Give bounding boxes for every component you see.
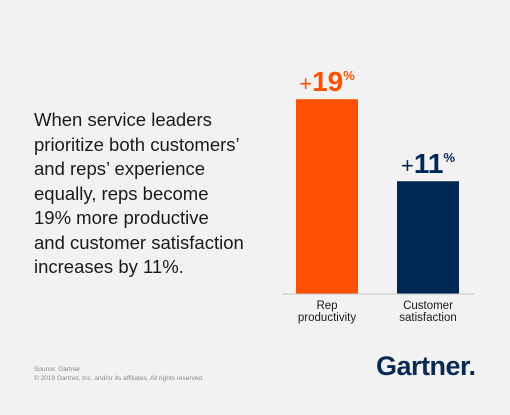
headline: When service leaders prioritize both cus… — [34, 108, 274, 280]
gartner-logo: Gartner. — [376, 351, 476, 382]
category-label-1-line-2: productivity — [298, 312, 356, 324]
bar-2 — [397, 181, 459, 294]
category-label-2-line-2: satisfaction — [399, 312, 457, 324]
logo-dot: . — [468, 351, 477, 381]
logo-text: Gartner — [376, 351, 469, 381]
copyright-text: © 2019 Gartner, Inc. and/or its affiliat… — [34, 374, 204, 382]
headline-line-6: and customer satisfaction — [34, 231, 244, 253]
headline-line-5: 19% more productive — [34, 207, 209, 228]
category-label-2-line-1: Customer — [403, 300, 453, 312]
data-label-1: +19% — [299, 66, 355, 97]
headline-line-3: and reps’ experience — [34, 158, 206, 179]
source-text: Source: Gartner — [34, 366, 81, 373]
source-note: Source: Gartner © 2019 Gartner, Inc. and… — [34, 366, 204, 383]
bar-1 — [296, 99, 358, 294]
category-label-1-line-1: Rep — [316, 300, 337, 312]
headline-line-7: increases by 11%. — [34, 256, 184, 277]
data-label-2: +11% — [401, 148, 455, 179]
headline-line-2: prioritize both customers’ — [34, 133, 240, 155]
headline-line-1: When service leaders — [34, 109, 212, 130]
headline-line-4: equally, reps become — [34, 182, 209, 204]
